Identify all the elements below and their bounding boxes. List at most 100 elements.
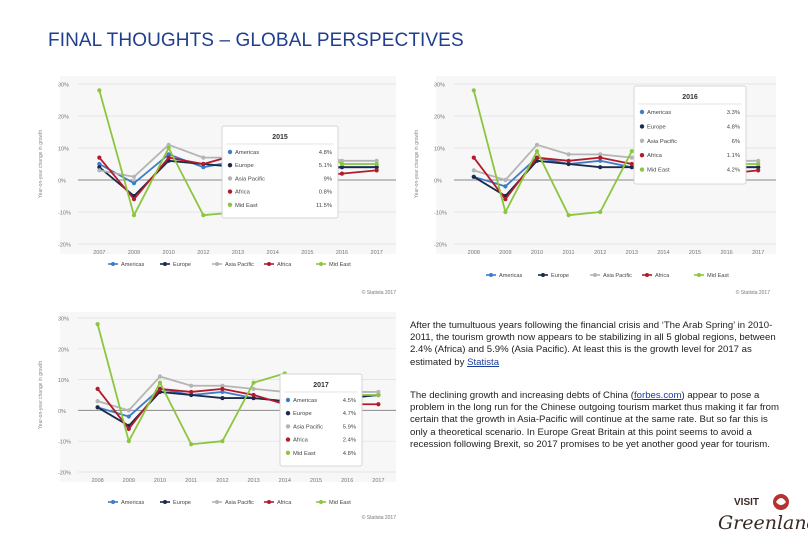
y-tick-label: -10% xyxy=(58,211,71,217)
x-tick-label: 2013 xyxy=(232,250,244,256)
y-tick-label: 0% xyxy=(58,409,66,415)
legend-label[interactable]: Americas xyxy=(121,500,145,506)
data-point-asia-pacific xyxy=(201,155,206,160)
chart-2017-svg: 30% 20% 10% 0% -10% -20% Year-on-year change i… xyxy=(34,312,404,524)
x-tick-label: 2014 xyxy=(279,478,291,484)
tooltip-box xyxy=(633,85,747,185)
y-tick-label: 10% xyxy=(58,147,69,153)
y-tick-label: 10% xyxy=(58,378,69,384)
data-point-asia-pacific xyxy=(374,158,379,163)
logo-top-text: VISIT xyxy=(734,497,759,508)
data-point-mid-east xyxy=(566,213,571,218)
data-point-mid-east xyxy=(166,145,171,151)
x-tick-label: 2010 xyxy=(163,250,175,256)
x-tick-label: 2016 xyxy=(341,478,353,484)
x-tick-label: 2015 xyxy=(310,478,322,484)
legend-label[interactable]: Europe xyxy=(173,262,191,268)
y-tick-label: -10% xyxy=(434,211,447,217)
legend-marker-mid-east xyxy=(697,273,701,277)
legend-marker-americas xyxy=(111,262,115,266)
y-tick-label: 30% xyxy=(58,83,69,89)
data-point-asia-pacific xyxy=(95,399,100,404)
data-point-mid-east xyxy=(756,161,761,167)
legend-marker-europe xyxy=(163,262,167,266)
x-tick-label: 2011 xyxy=(563,250,575,256)
data-point-africa xyxy=(166,155,171,160)
data-point-asia-pacific xyxy=(131,174,137,179)
tooltip-swatch-europe xyxy=(639,124,645,129)
data-point-africa xyxy=(220,386,225,391)
legend-marker-africa xyxy=(645,273,649,277)
data-point-asia-pacific xyxy=(598,152,603,157)
tooltip-value: 1.1% xyxy=(727,153,740,159)
chart-2016: 30% 20% 10% 0% -10% -20% Year-on-year change i… xyxy=(410,76,784,298)
legend-label[interactable]: Mid East xyxy=(707,273,729,279)
tooltip-value: 4.8% xyxy=(319,150,332,156)
data-point-mid-east xyxy=(374,161,379,167)
legend-label[interactable]: Africa xyxy=(655,273,670,279)
data-point-mid-east xyxy=(534,149,540,154)
data-point-mid-east xyxy=(126,439,131,444)
legend-label[interactable]: Americas xyxy=(499,273,523,279)
data-point-europe xyxy=(629,165,634,170)
tooltip-name: Asia Pacific xyxy=(235,176,265,182)
y-tick-label: -20% xyxy=(434,243,447,249)
data-point-europe xyxy=(598,165,603,170)
legend-label[interactable]: Asia Pacific xyxy=(225,262,254,268)
y-tick-label: 10% xyxy=(434,147,445,153)
legend-label[interactable]: Europe xyxy=(551,273,569,279)
x-tick-label: 2016 xyxy=(336,250,348,256)
data-point-africa xyxy=(756,168,761,173)
forbes-link[interactable]: forbes.com xyxy=(634,390,682,401)
tooltip-swatch-americas xyxy=(285,397,291,403)
data-point-africa xyxy=(629,161,634,167)
data-point-europe xyxy=(251,395,256,401)
y-tick-label: 30% xyxy=(58,317,69,323)
legend-label[interactable]: Americas xyxy=(121,262,145,268)
x-tick-label: 2012 xyxy=(197,250,209,256)
legend-marker-asia-pacific xyxy=(593,273,597,277)
logo-mark-icon xyxy=(776,498,786,505)
data-point-mid-east xyxy=(131,213,137,218)
tooltip-swatch-asia-pacific xyxy=(285,424,291,429)
legend-label[interactable]: Asia Pacific xyxy=(603,273,632,279)
logo-bottom-text: Greenland xyxy=(718,512,808,534)
tooltip-name: Europe xyxy=(293,411,312,417)
tooltip-value: 4.2% xyxy=(727,168,740,174)
legend-label[interactable]: Africa xyxy=(277,262,292,268)
data-point-africa xyxy=(471,155,476,160)
tooltip-name: Africa xyxy=(647,153,663,159)
x-tick-label: 2009 xyxy=(499,250,511,256)
data-point-americas xyxy=(220,389,225,395)
data-point-europe xyxy=(374,165,379,170)
data-point-americas xyxy=(503,184,508,189)
legend-label[interactable]: Asia Pacific xyxy=(225,500,254,506)
data-point-mid-east xyxy=(598,209,603,215)
data-point-europe xyxy=(95,405,100,410)
x-tick-label: 2017 xyxy=(752,250,764,256)
data-point-asia-pacific xyxy=(157,374,163,379)
source-credit: © Statista 2017 xyxy=(362,514,396,521)
chart-2016-svg: 30% 20% 10% 0% -10% -20% Year-on-year change i… xyxy=(410,76,784,298)
paragraph-2-text-after: ) appear to pose a problem in the long r… xyxy=(410,390,780,450)
legend-label[interactable]: Mid East xyxy=(329,500,351,506)
data-point-africa xyxy=(189,389,194,395)
data-point-asia-pacific xyxy=(166,142,171,147)
legend-marker-europe xyxy=(541,273,545,277)
legend-label[interactable]: Africa xyxy=(277,500,292,506)
tooltip-name: Mid East xyxy=(235,203,258,209)
statista-link[interactable]: Statista xyxy=(467,356,500,368)
data-point-mid-east xyxy=(95,322,100,327)
data-point-africa xyxy=(374,168,379,173)
y-tick-label: 30% xyxy=(434,83,445,89)
tooltip-name: Africa xyxy=(293,438,309,444)
source-credit: © Statista 2017 xyxy=(736,289,770,296)
legend-label[interactable]: Europe xyxy=(173,500,191,506)
tooltip-name: Americas xyxy=(647,110,671,116)
y-tick-label: 0% xyxy=(58,179,66,185)
tooltip-value: 9% xyxy=(324,176,332,182)
chart-title: 2015 xyxy=(272,134,288,141)
data-point-europe xyxy=(220,395,225,401)
legend-label[interactable]: Mid East xyxy=(329,262,351,268)
data-point-mid-east xyxy=(376,392,381,398)
